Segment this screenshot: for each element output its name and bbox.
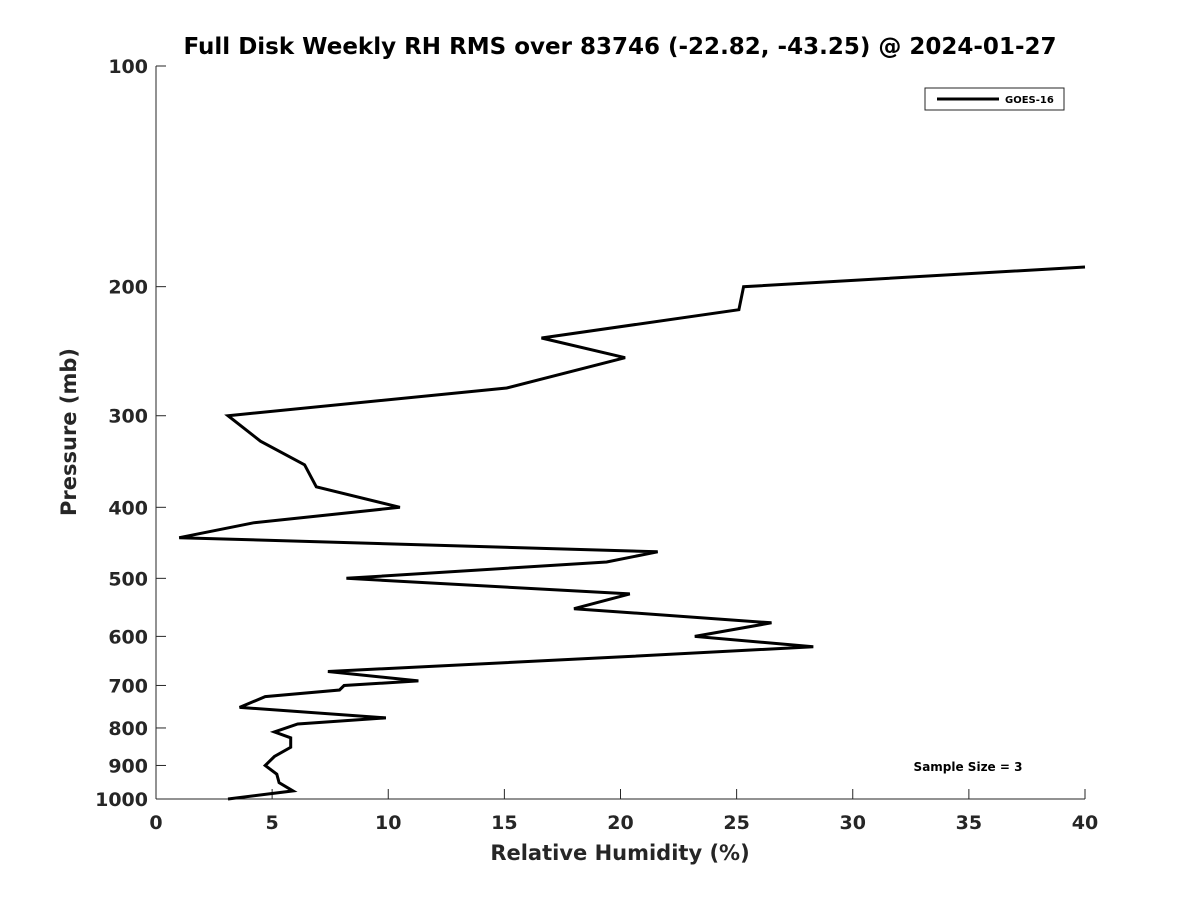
y-tick-label: 100 bbox=[108, 56, 148, 78]
y-tick-label: 1000 bbox=[95, 789, 148, 811]
x-tick-label: 5 bbox=[266, 812, 279, 834]
x-tick-label: 25 bbox=[723, 812, 749, 834]
x-tick-label: 20 bbox=[607, 812, 633, 834]
plot-area: 0 5 10 15 20 25 30 35 40 100 200 300 400 500 600 700 800… bbox=[95, 56, 1098, 834]
x-tick-label: 30 bbox=[840, 812, 866, 834]
x-tick-label: 0 bbox=[149, 812, 162, 834]
x-tick-label: 15 bbox=[491, 812, 517, 834]
y-tick-label: 800 bbox=[108, 718, 148, 740]
series-line-goes-16 bbox=[178, 265, 1086, 801]
y-tick-label: 200 bbox=[108, 277, 148, 299]
y-tick-label: 300 bbox=[108, 406, 148, 428]
x-tick-label: 10 bbox=[375, 812, 401, 834]
legend: GOES-16 bbox=[924, 87, 1065, 111]
y-tick-label: 900 bbox=[108, 755, 148, 777]
sample-size-annotation: Sample Size = 3 bbox=[914, 760, 1023, 774]
y-tick-label: 400 bbox=[108, 497, 148, 519]
x-tick-label: 40 bbox=[1072, 812, 1098, 834]
legend-label-goes-16: GOES-16 bbox=[1005, 95, 1054, 106]
x-tick-label: 35 bbox=[956, 812, 982, 834]
x-axis-label: Relative Humidity (%) bbox=[490, 841, 749, 865]
chart-title: Full Disk Weekly RH RMS over 83746 (-22.… bbox=[183, 34, 1056, 60]
y-axis-label: Pressure (mb) bbox=[57, 348, 81, 516]
y-tick-label: 700 bbox=[108, 675, 148, 697]
y-tick-label: 500 bbox=[108, 568, 148, 590]
y-tick-label: 600 bbox=[108, 626, 148, 648]
